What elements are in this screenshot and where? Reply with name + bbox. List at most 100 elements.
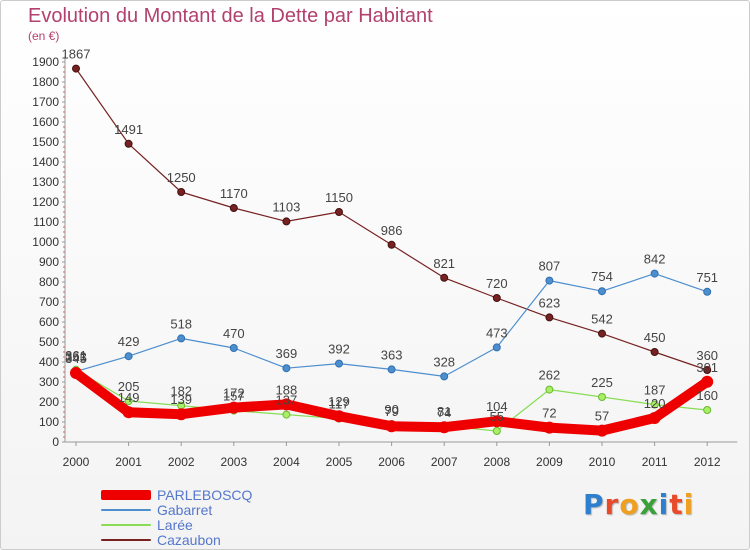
data-label: 55 — [490, 409, 504, 424]
legend-item: Cazaubon — [101, 532, 221, 548]
data-point — [282, 364, 291, 373]
series-parleboscq — [70, 367, 714, 437]
data-point — [543, 421, 556, 434]
data-label: 328 — [433, 354, 455, 369]
data-point — [490, 415, 503, 428]
y-tick-label: 500 — [39, 335, 59, 349]
logo-letter: o — [619, 488, 640, 521]
logo-letter: i — [658, 488, 670, 521]
y-tick-label: 1400 — [32, 155, 59, 169]
y-tick-label: 1100 — [33, 215, 59, 229]
data-label: 1867 — [62, 47, 91, 62]
data-point — [175, 408, 188, 421]
data-label: 160 — [696, 388, 718, 403]
data-point — [438, 421, 451, 434]
data-point — [701, 375, 714, 388]
data-label: 72 — [542, 406, 556, 421]
x-tick-label: 2001 — [115, 455, 142, 469]
data-label: 720 — [486, 276, 508, 291]
data-point — [177, 334, 186, 343]
series-gabarret — [72, 269, 712, 381]
data-point — [492, 343, 501, 352]
data-point — [598, 393, 606, 401]
data-point — [229, 204, 238, 212]
y-tick-label: 100 — [39, 415, 59, 429]
y-tick-label: 1500 — [32, 135, 59, 149]
data-label: 353 — [65, 349, 87, 364]
x-tick-label: 2010 — [589, 455, 616, 469]
logo-letter: r — [604, 488, 620, 521]
data-point — [545, 313, 554, 322]
x-tick-label: 2012 — [694, 455, 721, 469]
data-label: 81 — [437, 404, 451, 419]
data-point — [492, 294, 501, 302]
data-point — [333, 410, 345, 423]
chart-title: Evolution du Montant de la Dette par Hab… — [28, 5, 433, 27]
legend-label: Larée — [157, 517, 193, 533]
data-label: 518 — [170, 316, 192, 331]
x-tick-label: 2000 — [63, 455, 90, 469]
data-point — [335, 359, 343, 368]
proxiti-logo: Proxiti — [583, 488, 694, 521]
legend-swatch — [101, 524, 151, 526]
data-point — [124, 139, 133, 148]
x-tick-label: 2007 — [431, 455, 458, 469]
data-label: 129 — [328, 394, 350, 409]
data-label: 450 — [644, 330, 666, 345]
legend-label: PARLEBOSCQ — [157, 487, 253, 503]
data-label: 74 — [437, 405, 451, 420]
data-label: 262 — [539, 368, 561, 383]
data-label: 361 — [65, 348, 87, 363]
data-label: 137 — [276, 393, 298, 408]
data-label: 1491 — [114, 122, 143, 137]
data-label: 225 — [591, 375, 613, 390]
x-tick-label: 2008 — [483, 455, 510, 469]
data-point — [229, 344, 238, 352]
legend-swatch — [101, 490, 151, 500]
data-point — [70, 367, 82, 379]
data-label: 57 — [595, 409, 609, 424]
logo-letter: i — [683, 488, 695, 521]
data-point — [650, 348, 659, 356]
data-label: 301 — [696, 360, 718, 375]
y-tick-label: 1800 — [32, 75, 59, 89]
data-label: 345 — [65, 351, 87, 366]
data-label: 623 — [539, 295, 561, 310]
data-label: 392 — [328, 342, 350, 357]
y-tick-label: 700 — [39, 295, 59, 309]
y-tick-label: 800 — [39, 275, 59, 289]
data-point — [387, 365, 396, 374]
x-tick-label: 2003 — [220, 455, 247, 469]
data-point — [650, 400, 659, 409]
y-tick-label: 1000 — [32, 235, 59, 249]
data-point — [598, 329, 606, 338]
legend-label: Cazaubon — [157, 532, 221, 548]
legend-item: Gabarret — [101, 502, 212, 518]
data-label: 188 — [276, 382, 298, 397]
data-label: 842 — [644, 252, 666, 267]
y-tick-label: 600 — [39, 315, 59, 329]
data-point — [440, 372, 449, 381]
data-point — [545, 276, 554, 285]
data-label: 1150 — [325, 190, 353, 205]
data-label: 363 — [381, 347, 403, 362]
data-label: 754 — [591, 269, 613, 284]
y-tick-label: 1200 — [32, 195, 59, 209]
data-point — [335, 208, 343, 216]
data-label: 149 — [118, 390, 140, 405]
data-label: 369 — [276, 346, 298, 361]
data-point — [703, 366, 712, 374]
data-label: 104 — [486, 399, 508, 414]
data-point — [440, 273, 449, 282]
y-tick-label: 300 — [39, 375, 59, 389]
y-tick-label: 900 — [39, 255, 59, 269]
data-point — [545, 385, 554, 394]
y-tick-label: 0 — [52, 435, 59, 449]
data-point — [282, 410, 291, 419]
data-point — [703, 406, 712, 414]
legend-label: Gabarret — [157, 502, 213, 518]
series-cazaubon — [72, 64, 712, 374]
data-point — [177, 188, 186, 196]
data-point — [387, 240, 396, 249]
